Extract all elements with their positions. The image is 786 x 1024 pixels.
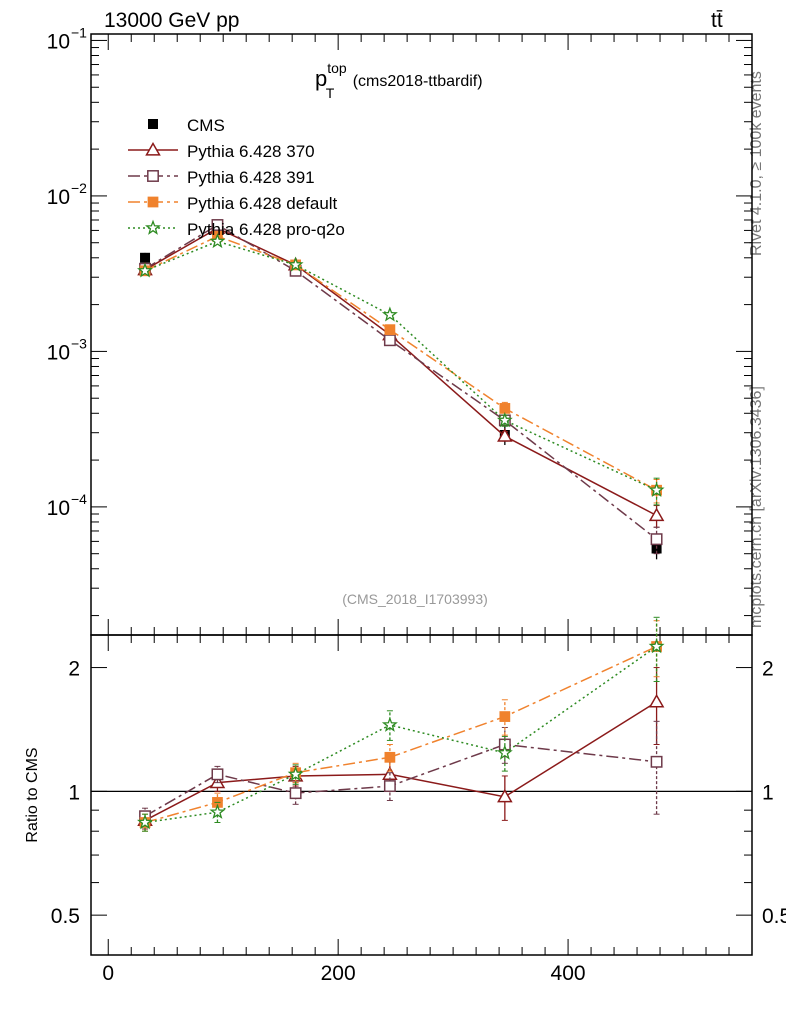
y-tick-label: 10 <box>47 497 70 520</box>
data-point <box>648 481 665 497</box>
process-label: tt̄ <box>711 9 723 32</box>
data-point <box>211 768 224 781</box>
y-tick-label: 2 <box>68 658 80 681</box>
y-tick-label-right: 1 <box>762 781 774 804</box>
legend-label: Pythia 6.428 391 <box>187 168 315 187</box>
series-pythia-6-428-default <box>139 230 662 504</box>
data-point <box>384 751 396 763</box>
data-point <box>650 755 663 768</box>
legend-entry-1: Pythia 6.428 370 <box>128 141 315 161</box>
series-line <box>144 224 658 540</box>
ratio-series-pythia-6-428-default <box>139 620 662 832</box>
y-tick-label: 10 <box>47 341 70 364</box>
data-point <box>137 814 153 830</box>
data-point <box>381 716 398 732</box>
series-line <box>144 645 658 824</box>
legend-label: CMS <box>187 116 225 135</box>
y-tick-exponent: −3 <box>71 335 87 351</box>
data-point <box>209 233 226 249</box>
series-line <box>144 227 657 517</box>
plot-title: ptop T (cms2018-ttbardif) <box>315 60 483 101</box>
legend-label: Pythia 6.428 default <box>187 194 338 213</box>
data-point <box>289 787 302 800</box>
series-line <box>144 743 657 817</box>
legend-marker <box>147 170 159 182</box>
y-tick-label: 0.5 <box>51 905 80 928</box>
y-tick-exponent: −4 <box>71 491 87 507</box>
legend: CMS Pythia 6.428 370 Pythia 6.428 391 Pythi… <box>128 116 345 239</box>
series-line <box>144 701 657 822</box>
data-point <box>384 324 396 336</box>
series-cms-data <box>140 226 662 560</box>
data-point <box>287 256 304 272</box>
y-tick-label: 1 <box>68 781 80 804</box>
legend-entry-4: Pythia 6.428 pro-q2o <box>128 219 345 239</box>
x-tick-label: 400 <box>551 962 586 985</box>
data-point <box>496 744 513 760</box>
series-pythia-6-428-391 <box>139 219 663 555</box>
y-tick-label: 10 <box>47 186 70 209</box>
series-pythia-6-428-pro-q2o <box>137 233 665 506</box>
data-point <box>650 533 663 546</box>
data-point <box>140 252 151 263</box>
legend-entry-3: Pythia 6.428 default <box>128 194 338 213</box>
series-line <box>144 235 657 491</box>
legend-marker <box>148 119 158 129</box>
y-tick-label-right: 2 <box>762 658 774 681</box>
legend-label: Pythia 6.428 pro-q2o <box>187 220 345 239</box>
data-point <box>648 507 665 522</box>
data-point <box>137 262 153 278</box>
legend-entry-cms: CMS <box>148 116 225 135</box>
y-axis-label: Ratio to CMS <box>24 747 41 842</box>
data-point <box>497 788 513 803</box>
data-point <box>287 765 304 782</box>
series-pythia-6-428-370 <box>137 220 665 528</box>
energy-label: 13000 GeV pp <box>104 9 240 32</box>
data-point <box>499 403 511 414</box>
y-tick-exponent: −2 <box>71 180 87 196</box>
data-point <box>211 219 224 231</box>
ratio-series-pythia-6-428-pro-q2o <box>137 616 665 832</box>
y-tick-label-right: 0.5 <box>762 905 786 928</box>
ratio-plot-frame <box>90 634 753 956</box>
data-point <box>383 780 396 793</box>
legend-entry-2: Pythia 6.428 391 <box>128 168 315 187</box>
data-point <box>648 638 665 654</box>
data-point <box>209 803 226 819</box>
legend-marker <box>145 141 161 156</box>
y-tick-exponent: −1 <box>71 24 87 40</box>
data-point <box>383 334 396 347</box>
analysis-label: (CMS_2018_I1703993) <box>342 591 488 607</box>
series-line <box>144 240 657 491</box>
legend-label: Pythia 6.428 370 <box>187 142 315 161</box>
data-point <box>496 412 513 428</box>
data-point <box>499 711 511 722</box>
legend-marker <box>147 196 159 208</box>
series-line <box>144 645 657 824</box>
data-point <box>648 693 665 708</box>
data-point <box>381 306 398 322</box>
y-tick-label: 10 <box>47 30 70 53</box>
legend-marker <box>145 219 161 235</box>
x-tick-label: 0 <box>102 962 114 985</box>
x-tick-label: 200 <box>321 962 356 985</box>
data-point <box>497 428 513 442</box>
